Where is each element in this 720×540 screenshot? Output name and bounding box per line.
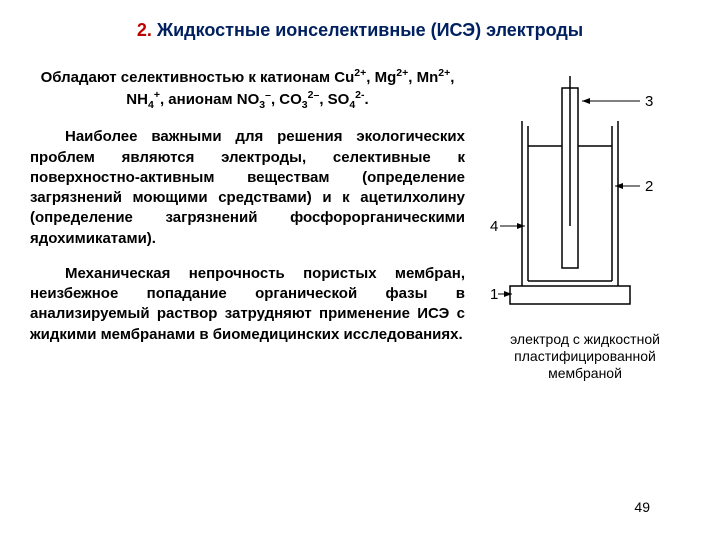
- label-1: 1: [490, 286, 498, 303]
- paragraph-1: Обладают селективностью к катионам Cu2+,…: [30, 66, 465, 112]
- page-number: 49: [634, 499, 650, 515]
- title-text: Жидкостные ионселективные (ИСЭ) электрод…: [157, 20, 583, 40]
- caption-line-1: электрод с жидкостной: [480, 331, 690, 348]
- text-column: Обладают селективностью к катионам Cu2+,…: [30, 66, 465, 381]
- paragraph-3: Механическая непрочность пористых мембра…: [30, 264, 465, 345]
- label-2: 2: [645, 178, 653, 195]
- label-4: 4: [490, 218, 498, 235]
- title-number: 2.: [137, 20, 152, 40]
- caption-line-2: пластифицированной: [480, 348, 690, 365]
- figure-column: 3 2 4 1 электрод с жидкостной пластифици…: [480, 66, 690, 381]
- electrode-diagram: 3 2 4 1: [490, 76, 680, 316]
- content-area: Обладают селективностью к катионам Cu2+,…: [30, 66, 690, 381]
- figure-caption: электрод с жидкостной пластифицированной…: [480, 331, 690, 381]
- label-3: 3: [645, 93, 653, 110]
- paragraph-2: Наиболее важными для решения экологическ…: [30, 127, 465, 249]
- caption-line-3: мембраной: [480, 365, 690, 382]
- slide-title: 2. Жидкостные ионселективные (ИСЭ) элект…: [30, 20, 690, 41]
